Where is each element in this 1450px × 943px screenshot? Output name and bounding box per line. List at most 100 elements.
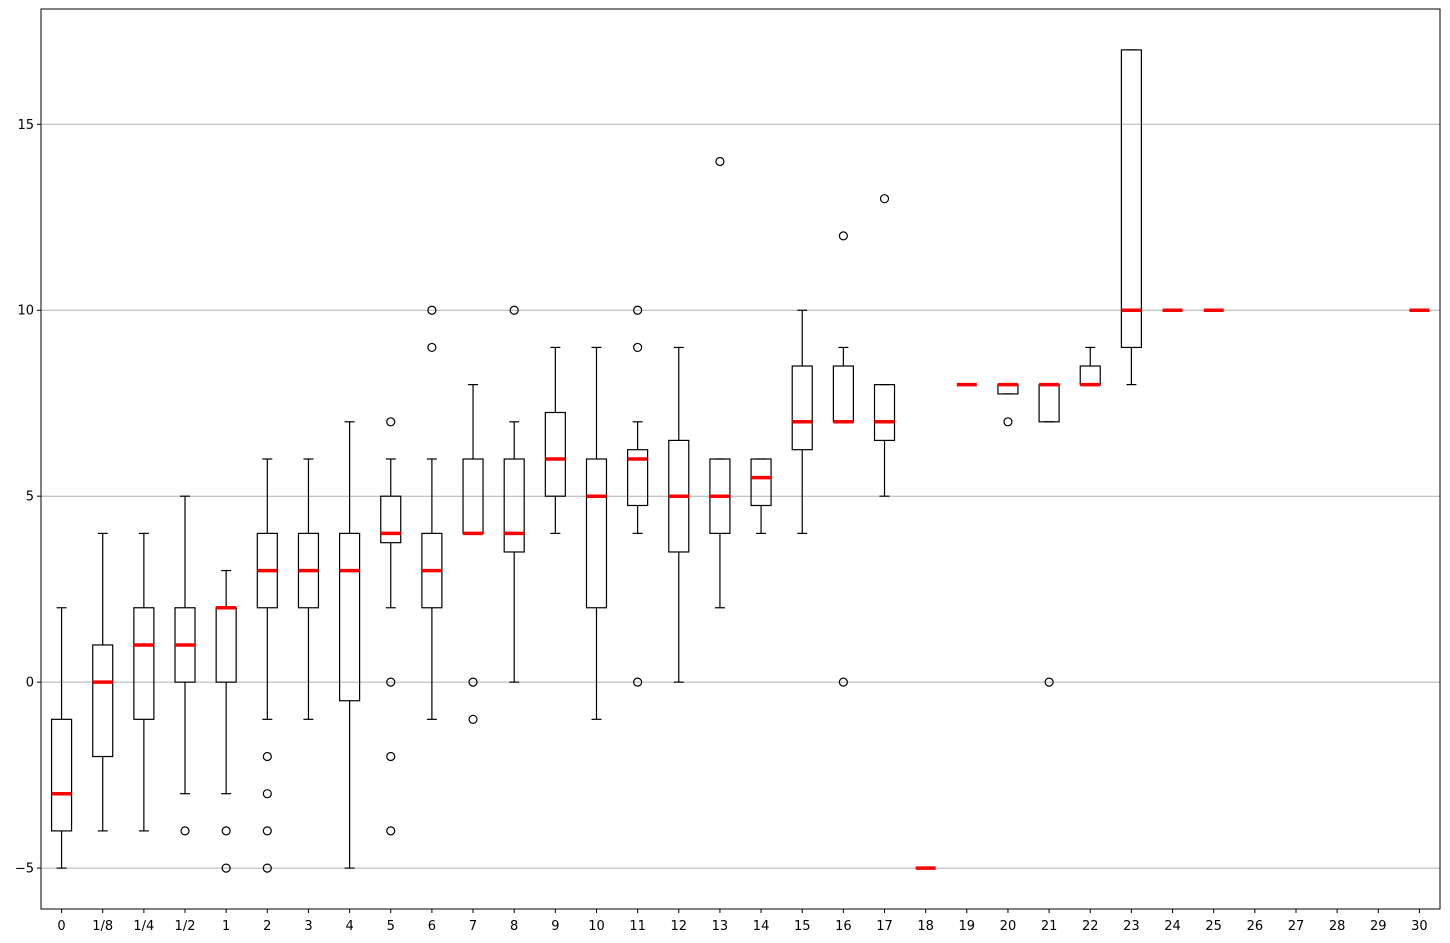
y-tick-label: 5 <box>26 490 34 505</box>
box-body <box>544 411 566 497</box>
box-20 <box>997 382 1019 427</box>
plot-frame <box>40 8 1441 910</box>
outlier-point <box>221 826 231 836</box>
box-16 <box>832 231 854 687</box>
x-tick-label: 1/2 <box>175 919 196 934</box>
boxes <box>50 49 1430 873</box>
outlier-point <box>386 826 396 836</box>
x-tick-label: 5 <box>387 919 395 934</box>
outlier-point <box>715 156 725 167</box>
box-body <box>503 458 525 553</box>
x-tick-label: 15 <box>794 919 811 934</box>
x-tick-label: 9 <box>551 919 559 934</box>
outlier-point <box>1003 417 1013 427</box>
outlier-point <box>468 677 478 687</box>
box-12 <box>668 346 690 683</box>
box-body <box>380 495 402 544</box>
x-tick-label: 10 <box>588 919 605 934</box>
outlier-point <box>180 826 190 836</box>
x-tick-label: 4 <box>345 919 353 934</box>
x-tick-label: 27 <box>1288 919 1305 934</box>
x-tick-label: 1/4 <box>133 919 154 934</box>
box-body <box>50 718 73 832</box>
outlier-point <box>633 342 643 353</box>
outlier-point <box>262 863 272 873</box>
x-tick-label: 19 <box>959 919 976 934</box>
x-tick-label: 20 <box>1000 919 1017 934</box>
x-tick-label: 28 <box>1329 919 1346 934</box>
box-3 <box>297 458 320 720</box>
box-1/8 <box>92 532 114 832</box>
x-tick-label: 24 <box>1164 919 1181 934</box>
box-body <box>133 607 155 720</box>
outlier-point <box>879 194 890 204</box>
x-tick-label: 17 <box>876 919 893 934</box>
y-tick-label: −5 <box>15 862 34 877</box>
x-tick-label: 7 <box>469 919 477 934</box>
box-22 <box>1079 346 1101 387</box>
outlier-point <box>427 305 437 315</box>
x-tick-label: 29 <box>1370 919 1387 934</box>
outlier-point <box>633 305 643 315</box>
box-body <box>750 458 772 507</box>
outlier-point <box>633 677 643 687</box>
x-tick-label: 22 <box>1082 919 1099 934</box>
box-5 <box>380 417 402 836</box>
outlier-point <box>468 714 478 724</box>
y-tick-label: 15 <box>17 118 34 133</box>
box-9 <box>544 346 566 534</box>
box-2 <box>256 458 278 873</box>
box-body <box>791 365 813 451</box>
outlier-point <box>386 751 396 762</box>
box-10 <box>585 346 608 720</box>
x-tick-label: 21 <box>1041 919 1058 934</box>
box-1/4 <box>133 532 155 832</box>
x-axis: 0 1/8 1/4 1/2 1 2 3 4 5 6 7 8 9 10 11 12 13 14 15 16 17 18 19 2… <box>57 909 1428 934</box>
box-23 <box>1120 49 1142 386</box>
x-tick-label: 1/8 <box>92 919 113 934</box>
outlier-point <box>386 417 396 427</box>
box-body <box>873 384 896 442</box>
box-21 <box>1038 382 1060 687</box>
box-6 <box>421 305 443 720</box>
x-tick-label: 13 <box>712 919 729 934</box>
outlier-point <box>1044 677 1054 687</box>
box-13 <box>709 156 731 609</box>
x-tick-label: 11 <box>629 919 646 934</box>
box-1/2 <box>174 495 196 836</box>
x-tick-label: 16 <box>835 919 852 934</box>
outlier-point <box>386 677 396 687</box>
outlier-point <box>262 751 272 762</box>
box-17 <box>873 194 896 497</box>
box-body <box>1120 49 1142 349</box>
x-tick-label: 18 <box>917 919 934 934</box>
box-4 <box>339 421 361 869</box>
x-tick-label: 12 <box>671 919 688 934</box>
x-tick-label: 3 <box>304 919 312 934</box>
x-tick-label: 6 <box>428 919 436 934</box>
x-tick-label: 8 <box>510 919 518 934</box>
y-axis: −5 0 5 10 15 <box>15 118 41 877</box>
box-body <box>92 644 114 758</box>
box-15 <box>791 309 813 534</box>
outlier-point <box>427 342 437 353</box>
box-body <box>585 458 608 609</box>
x-tick-label: 0 <box>57 919 65 934</box>
x-tick-label: 2 <box>263 919 271 934</box>
x-tick-label: 1 <box>222 919 230 934</box>
y-tick-label: 10 <box>17 304 34 319</box>
box-body <box>339 532 361 702</box>
box-14 <box>750 458 772 534</box>
x-tick-label: 14 <box>753 919 770 934</box>
x-tick-label: 26 <box>1247 919 1264 934</box>
x-tick-label: 23 <box>1123 919 1140 934</box>
box-7 <box>462 384 484 724</box>
outlier-point <box>262 789 272 799</box>
x-tick-label: 30 <box>1411 919 1428 934</box>
outlier-point <box>838 231 848 241</box>
outlier-point <box>262 826 272 836</box>
outlier-point <box>838 677 848 687</box>
box-8 <box>503 305 525 683</box>
